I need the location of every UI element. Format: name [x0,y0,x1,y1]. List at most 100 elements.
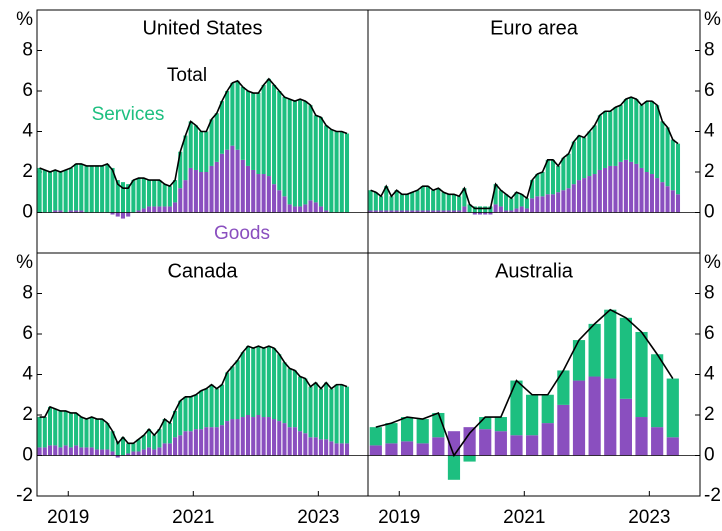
bar-segment [550,194,555,213]
bar-segment [504,210,509,213]
bar-segment [131,180,136,213]
bar-segment [635,331,648,418]
bar-segment [488,212,493,215]
bar-segment [494,431,507,456]
bar-segment [225,91,230,150]
bar-segment [292,206,297,213]
bar-segment [541,423,554,456]
bar-segment [457,210,462,213]
bar-segment [498,190,503,207]
bar-segment [619,398,632,456]
bar-segment [146,206,152,213]
bar-segment [136,210,141,213]
y-tick-label: 2 [22,161,33,182]
bar-segment [110,212,115,215]
bar-segment [384,186,389,211]
bar-segment [74,210,79,213]
bar-segment [318,206,323,213]
bar-segment [597,115,602,170]
bar-segment [369,427,382,446]
bar-segment [157,429,162,448]
bar-segment [318,388,323,440]
bar-segment [287,427,292,456]
y-tick-label: 6 [704,80,715,101]
bar-segment [100,165,105,213]
bar-segment [240,352,245,418]
bar-segment [74,445,79,456]
y-tick-label: 2 [704,404,715,425]
bar-segment [451,194,456,211]
bar-segment [251,169,256,213]
y-tick-label: 2 [22,404,33,425]
bar-segment [510,380,523,436]
bar-segment [230,419,235,456]
bar-segment [446,210,451,213]
bar-segment [524,198,529,209]
y-tick-label: 4 [704,121,715,142]
bar-segment [368,210,373,213]
bar-segment [152,206,157,213]
y-axis-label: % [16,9,33,30]
bar-segment [272,348,277,420]
bar-segment [272,419,277,456]
bar-segment [214,161,219,213]
bar-segment [261,348,266,418]
bar-segment [63,410,68,446]
bar-segment [235,149,240,213]
bar-segment [152,435,157,450]
bar-segment [266,78,271,177]
bar-segment [126,453,131,456]
bar-segment [199,131,204,172]
bar-segment [572,340,586,381]
bar-segment [152,449,157,456]
bar-segment [303,378,308,434]
bar-segment [463,455,476,462]
bar-segment [110,431,115,452]
bar-segment [193,394,198,430]
bar-segment [225,372,230,422]
bar-segment [292,370,297,428]
bar-segment [488,206,493,213]
bar-segment [329,441,334,456]
bar-segment [204,131,209,172]
bar-segment [660,182,665,213]
bar-segment [209,165,214,213]
bar-segment [665,186,670,213]
y-tick-label: 0 [704,202,715,223]
bar-segment [277,91,282,191]
bar-segment [604,378,617,456]
bar-segment [399,210,404,213]
bar-segment [675,194,681,213]
bar-segment [561,157,566,191]
bar-segment [89,165,94,213]
bar-segment [193,429,198,456]
bar-segment [42,447,47,456]
bar-segment [193,125,198,170]
bar-segment [230,366,235,420]
bar-segment [230,82,235,146]
y-tick-label: 8 [704,283,715,304]
bar-segment [277,421,282,456]
bar-segment [582,178,587,213]
bar-segment [120,182,125,213]
bar-segment [670,139,675,191]
bar-segment [400,441,414,456]
y-tick-label: 8 [22,40,33,61]
bar-segment [204,427,209,456]
bar-segment [131,451,136,456]
bar-segment [509,210,514,213]
bar-segment [400,417,414,442]
bar-segment [277,354,282,422]
bar-segment [261,417,266,456]
bar-segment [416,419,429,444]
bar-segment [582,137,587,179]
y-tick-label: 4 [22,121,33,142]
bar-segment [415,210,420,213]
bar-segment [287,368,292,428]
x-tick-label: 2019 [378,507,420,528]
bar-segment [266,417,271,456]
bar-segment [298,99,303,207]
y-axis-label: % [704,252,721,273]
bar-segment [256,174,261,213]
bar-segment [214,113,219,162]
